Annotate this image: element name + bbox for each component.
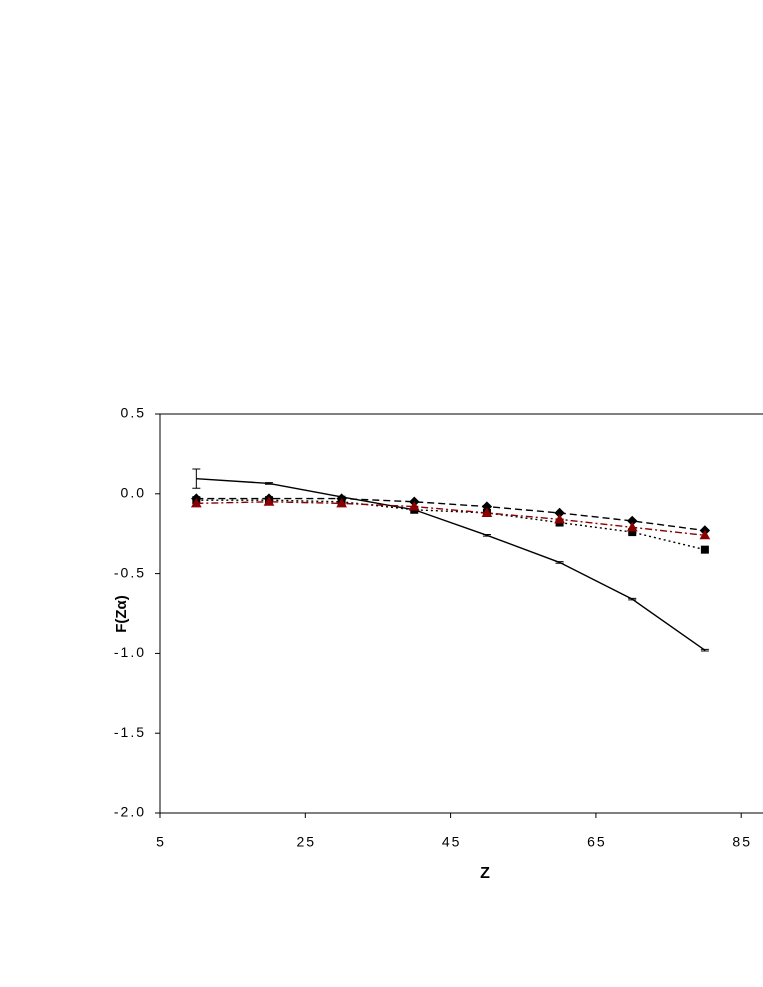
error-bar [192,468,201,489]
marker [190,497,202,508]
x-axis-label: Z [480,865,492,882]
error-bar [264,482,273,485]
error-bar [700,648,709,652]
y-tick-label: -1.0 [114,644,146,660]
marker [554,513,565,524]
x-tick-label: 5 [156,834,166,850]
series-line [196,499,706,551]
y-tick-label: -2.0 [114,804,146,820]
y-tick-label: -1.5 [114,724,146,740]
x-tick-label: 45 [442,834,462,850]
marker [626,521,638,532]
marker [263,496,275,506]
marker [408,501,420,511]
marker [700,545,709,554]
x-tick-label: 65 [587,834,607,850]
series-line [196,497,705,532]
y-axis-label: F(Zα) [113,595,130,633]
y-tick-label: -0.5 [114,564,146,580]
marker [481,507,493,517]
error-bar [482,533,491,537]
y-tick-label: 0.5 [121,405,146,421]
plot-frame [159,413,763,814]
series-line [196,477,706,651]
y-tick-label: 0.0 [121,485,146,501]
marker [699,529,711,540]
error-bar [555,561,564,564]
error-bar [628,597,637,601]
series-line [196,501,705,536]
x-tick-label: 25 [297,834,317,850]
x-tick-label: 85 [732,834,752,850]
marker [336,497,347,508]
